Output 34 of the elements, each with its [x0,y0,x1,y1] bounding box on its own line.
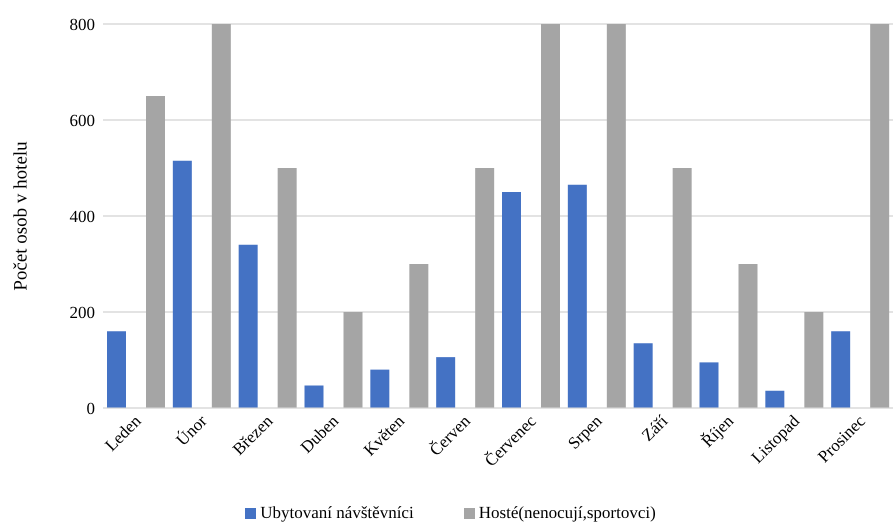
y-tick-label: 0 [86,399,95,418]
bar [146,96,165,408]
bar [541,24,560,408]
bar [738,264,758,408]
bar [700,362,718,408]
bar [436,357,456,408]
bar [344,312,362,408]
bar [831,331,850,408]
legend-label: Ubytovaní návštěvníci [260,503,414,523]
y-tick-label: 800 [70,15,95,34]
bar [568,184,587,408]
bar [238,244,258,408]
bar [672,168,692,408]
bar [304,385,324,408]
bar [870,24,890,408]
bar [804,312,824,408]
y-tick-label: 200 [70,303,95,322]
y-tick-label: 600 [70,111,95,130]
bar [107,331,126,408]
bar [409,264,428,408]
bar [212,24,231,408]
bar [765,390,784,408]
bar [278,168,297,408]
x-tick-label: Září [638,411,672,445]
bar [370,370,390,408]
bar [475,168,494,408]
bar [172,160,192,408]
bar [502,192,521,408]
bar [606,24,626,408]
bar [634,343,653,408]
y-axis-title: Počet osob v hotelu [10,140,32,291]
y-tick-label: 400 [70,207,95,226]
x-tick-label: Únor [172,411,211,450]
legend-label: Hosté(nenocují,sportovci) [478,503,656,523]
